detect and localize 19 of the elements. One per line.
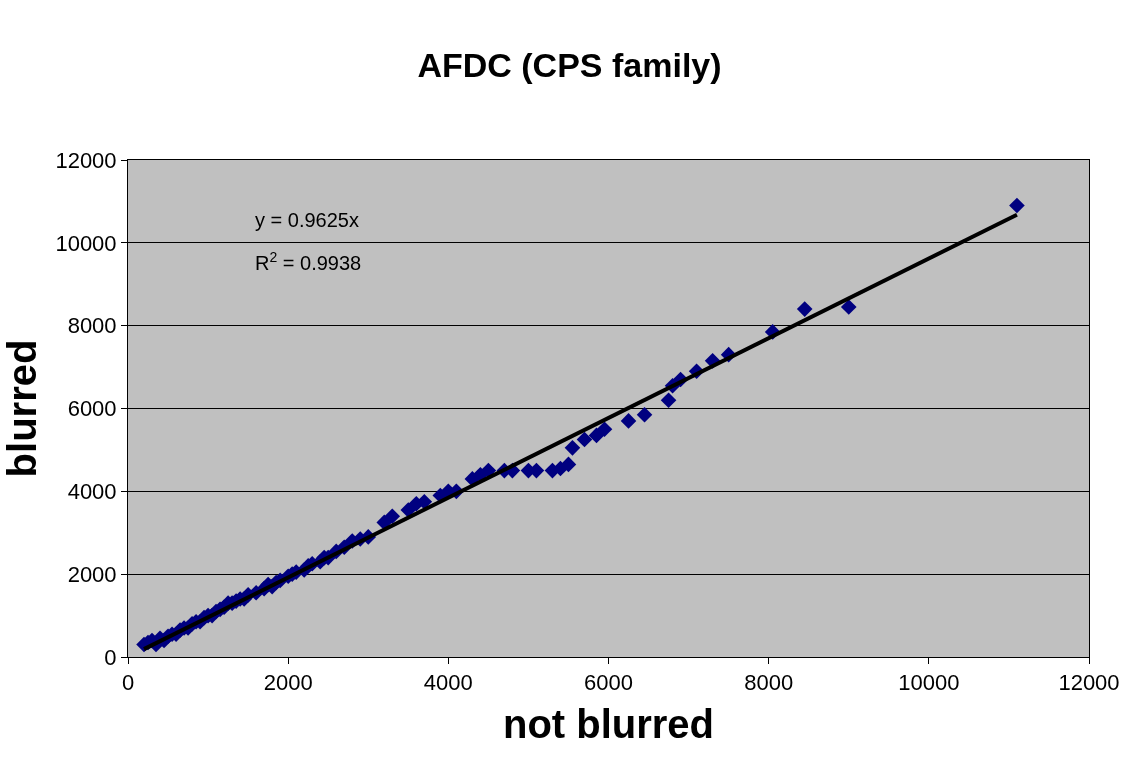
annotation: R$^{2}$ = 0.9938 (255, 249, 362, 275)
y-tick-label: 12000 (55, 147, 117, 173)
y-tick-label: 10000 (55, 230, 117, 256)
x-tick-label: 10000 (898, 670, 960, 696)
x-tick-label: 12000 (1058, 670, 1120, 696)
y-axis-title: blurred (0, 339, 44, 478)
y-tick-label: 0 (104, 644, 117, 670)
x-tick-label: 0 (121, 670, 135, 696)
y-tick-label: 2000 (67, 561, 117, 587)
chart-title: AFDC (CPS family) (417, 45, 722, 84)
annotation: y = 0.9625x (255, 209, 359, 231)
y-tick-label: 4000 (67, 479, 117, 505)
x-tick-label: 4000 (423, 670, 473, 696)
x-axis-title: not blurred (502, 701, 715, 746)
x-tick-label: 8000 (744, 670, 794, 696)
y-tick-label: 8000 (67, 313, 117, 339)
y-tick-label: 6000 (67, 396, 117, 422)
x-tick-label: 2000 (263, 670, 313, 696)
x-tick-label: 6000 (584, 670, 633, 696)
